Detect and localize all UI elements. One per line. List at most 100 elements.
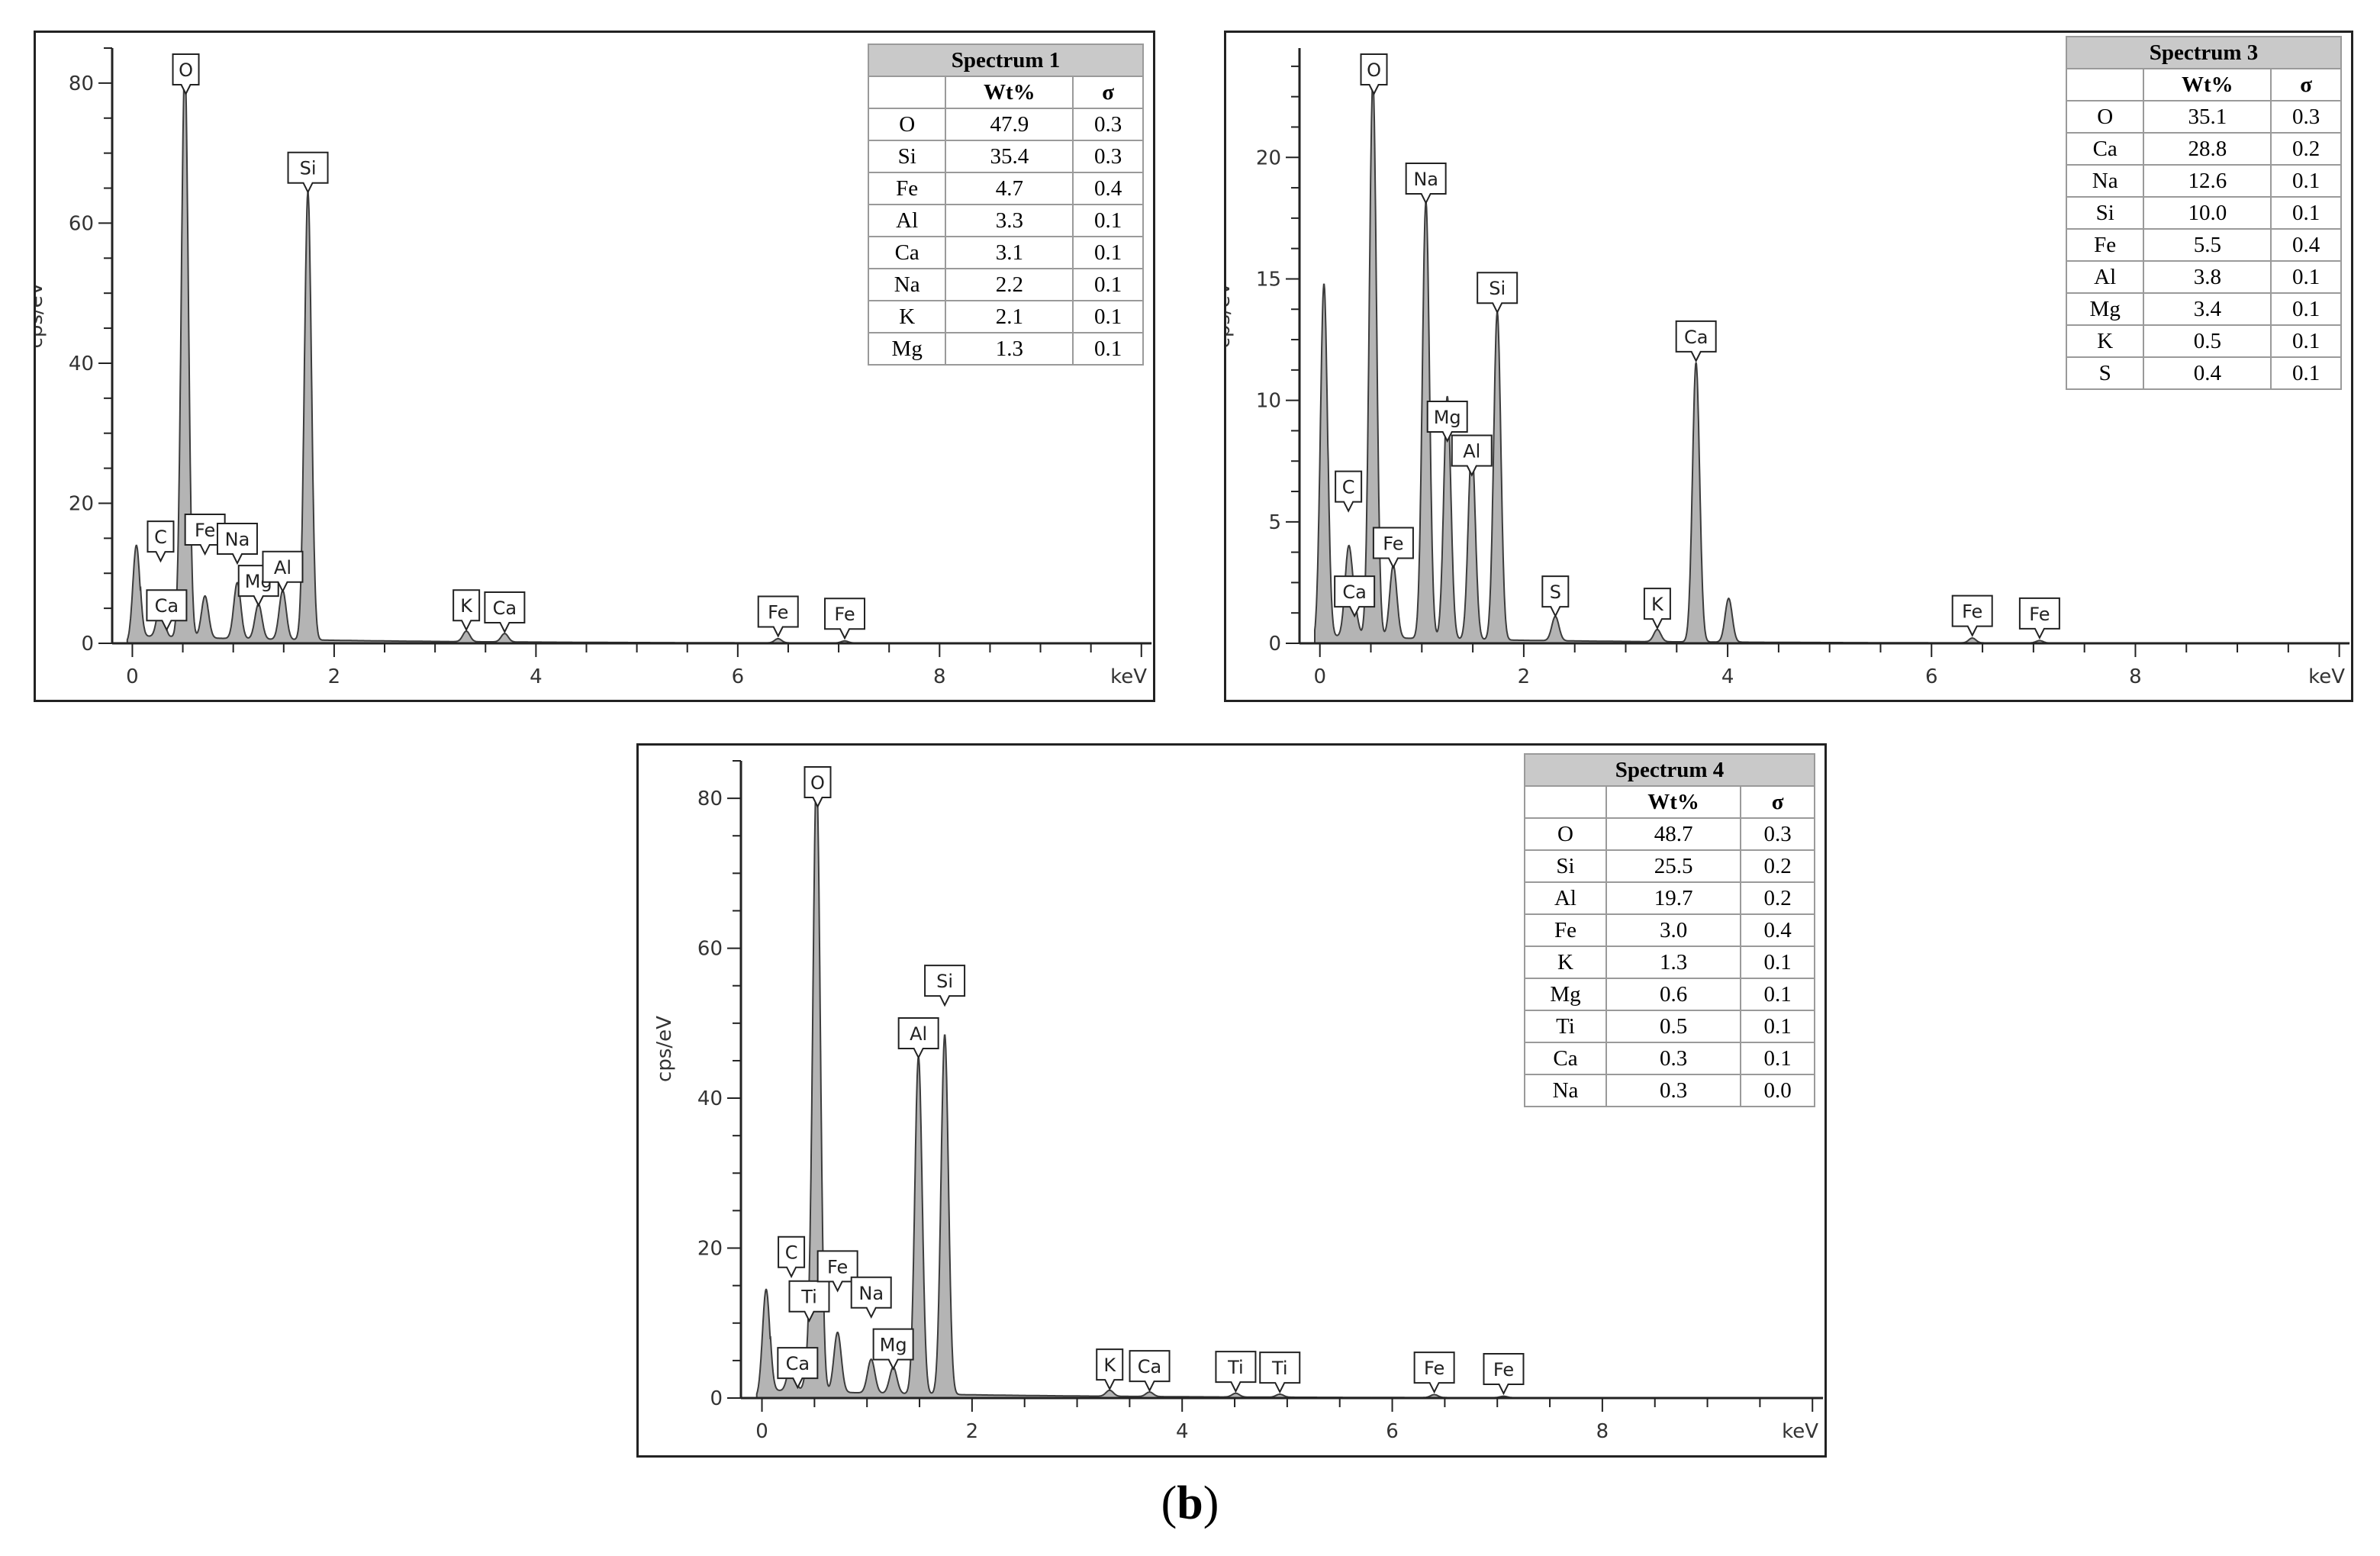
peak-label: K [1643, 588, 1671, 630]
peak-label-box [452, 589, 481, 632]
y-tick-label: 5 [1268, 511, 1281, 534]
peak-label-text: Fe [768, 601, 788, 623]
peak-label-text: Ca [155, 595, 179, 617]
peak-label-text: Si [936, 971, 953, 992]
y-tick-label: 0 [81, 633, 94, 656]
peak-label-text: Ti [800, 1287, 817, 1308]
peak-label-box [816, 1250, 858, 1293]
table-cell: 0.1 [1072, 236, 1144, 269]
peak-label-box [1426, 400, 1468, 443]
table-cell: Fe [1524, 913, 1607, 947]
peak-label-box [1541, 575, 1570, 618]
y-axis-label: cps/eV [36, 282, 47, 348]
peak-label-text: Fe [827, 1256, 848, 1277]
peak-label: Mg [1426, 400, 1468, 443]
table-row: Si 35.4 0.3 [867, 140, 1144, 173]
spectrum-4-panel: 0 2 4 6 8 keV 0 20 40 60 80 cps/eV O Si Al C Ti Ca Fe Na Mg K… [636, 743, 1827, 1458]
peak-label-box [777, 1347, 819, 1390]
peak-label-box [1413, 1351, 1455, 1394]
peak-label-text: S [1550, 581, 1561, 603]
peak-label-text: Fe [834, 604, 855, 625]
x-axis-label: keV [2308, 665, 2345, 688]
table-cell: 0.1 [2270, 324, 2342, 358]
peak-label-box [872, 1328, 914, 1371]
spectrum-3-panel: 0 2 4 6 8 keV 0 5 10 15 20 cps/eV O Na Si Ca Mg Al C Ca Fe S K… [1224, 31, 2353, 702]
peak-label-box [1477, 272, 1518, 314]
table-cell: 0.1 [1740, 1010, 1815, 1043]
table-cell: 0.3 [1072, 108, 1144, 141]
table-row: O 47.9 0.3 [867, 108, 1144, 141]
table-cell: 0.3 [1605, 1042, 1742, 1075]
table-header-cell: σ [1072, 76, 1144, 109]
table-cell: Si [1524, 849, 1607, 883]
peak-label-text: Na [1413, 169, 1438, 190]
peak-label: Ca [1334, 575, 1376, 618]
x-tick-label: 8 [1596, 1420, 1609, 1443]
table-cell: 0.1 [1072, 268, 1144, 301]
caption-letter: b [1177, 1477, 1203, 1529]
peak-label-box [1215, 1351, 1257, 1393]
table-cell: 25.5 [1605, 849, 1742, 883]
table-cell: 0.4 [1740, 913, 1815, 947]
peak-label-box [1951, 594, 1993, 637]
table-header-cell: σ [2270, 68, 2342, 101]
table-row: Fe 4.7 0.4 [867, 172, 1144, 205]
table-cell: Fe [2065, 228, 2145, 262]
y-tick-label: 40 [69, 353, 94, 375]
peak-label-box [757, 595, 799, 638]
table-cell: 0.3 [1072, 140, 1144, 173]
table-cell: 35.4 [945, 140, 1074, 173]
table-cell: 0.1 [1072, 300, 1144, 333]
table-cell: Al [2065, 260, 2145, 294]
x-tick-label: 2 [966, 1420, 979, 1443]
table-cell: 0.1 [1740, 1042, 1815, 1075]
peak-label-box [924, 965, 966, 1007]
table-row: Al 3.8 0.1 [2065, 260, 2342, 294]
y-tick-label: 20 [1256, 147, 1281, 169]
peak-label-text: Fe [195, 520, 215, 541]
peak-label: Fe [2018, 597, 2060, 640]
table-cell: Si [867, 140, 947, 173]
peak-label-text: Ti [1227, 1357, 1244, 1378]
peak-label-text: Ca [493, 598, 517, 619]
y-tick-label: 0 [1268, 633, 1281, 656]
table-cell: 0.2 [1740, 849, 1815, 883]
peak-label-text: Fe [1383, 533, 1403, 554]
table-row: Fe 5.5 0.4 [2065, 228, 2342, 262]
peak-label: Fe [1372, 527, 1414, 569]
peak-label-box [1096, 1348, 1124, 1391]
y-tick-label: 40 [697, 1087, 723, 1110]
peak-label-box [1675, 320, 1717, 363]
peak-label: C [778, 1235, 806, 1278]
peak-label: O [1360, 53, 1388, 96]
table-title: Spectrum 3 [2066, 36, 2342, 69]
y-tick-label: 20 [69, 492, 94, 515]
peak-label: Ca [146, 589, 188, 632]
table-row: Ti 0.5 0.1 [1524, 1010, 1815, 1043]
peak-label: Ti [1215, 1351, 1257, 1393]
table-header-cell: Wt% [1605, 785, 1742, 819]
table-row: Fe 3.0 0.4 [1524, 913, 1815, 947]
peak-label-box [824, 598, 866, 640]
figure-caption: (b) [1161, 1477, 1219, 1529]
table-title: Spectrum 1 [868, 43, 1144, 77]
peak-label-box [1129, 1350, 1171, 1393]
peak-label-box [146, 589, 188, 632]
table-cell: 48.7 [1605, 817, 1742, 851]
table-cell: Ca [1524, 1042, 1607, 1075]
peak-label-text: O [179, 60, 193, 81]
table-cell: 2.2 [945, 268, 1074, 301]
table-cell: Ti [1524, 1010, 1607, 1043]
table-cell: 0.0 [1740, 1074, 1815, 1107]
table-cell: 5.5 [2143, 228, 2272, 262]
peak-label-text: Si [1489, 278, 1506, 299]
table-cell: 3.0 [1605, 913, 1742, 947]
table-cell: 0.3 [1605, 1074, 1742, 1107]
table-cell: Fe [867, 172, 947, 205]
spectrum-4-table: Spectrum 4 Wt% σ O 48.7 0.3 Si 25.5 0.2 Al 19.7 0.2… [1524, 753, 1815, 1107]
peak-label-text: Na [858, 1283, 884, 1304]
x-tick-label: 4 [530, 665, 543, 688]
table-row: Mg 3.4 0.1 [2065, 292, 2342, 326]
peak-label-text: Al [274, 557, 291, 578]
